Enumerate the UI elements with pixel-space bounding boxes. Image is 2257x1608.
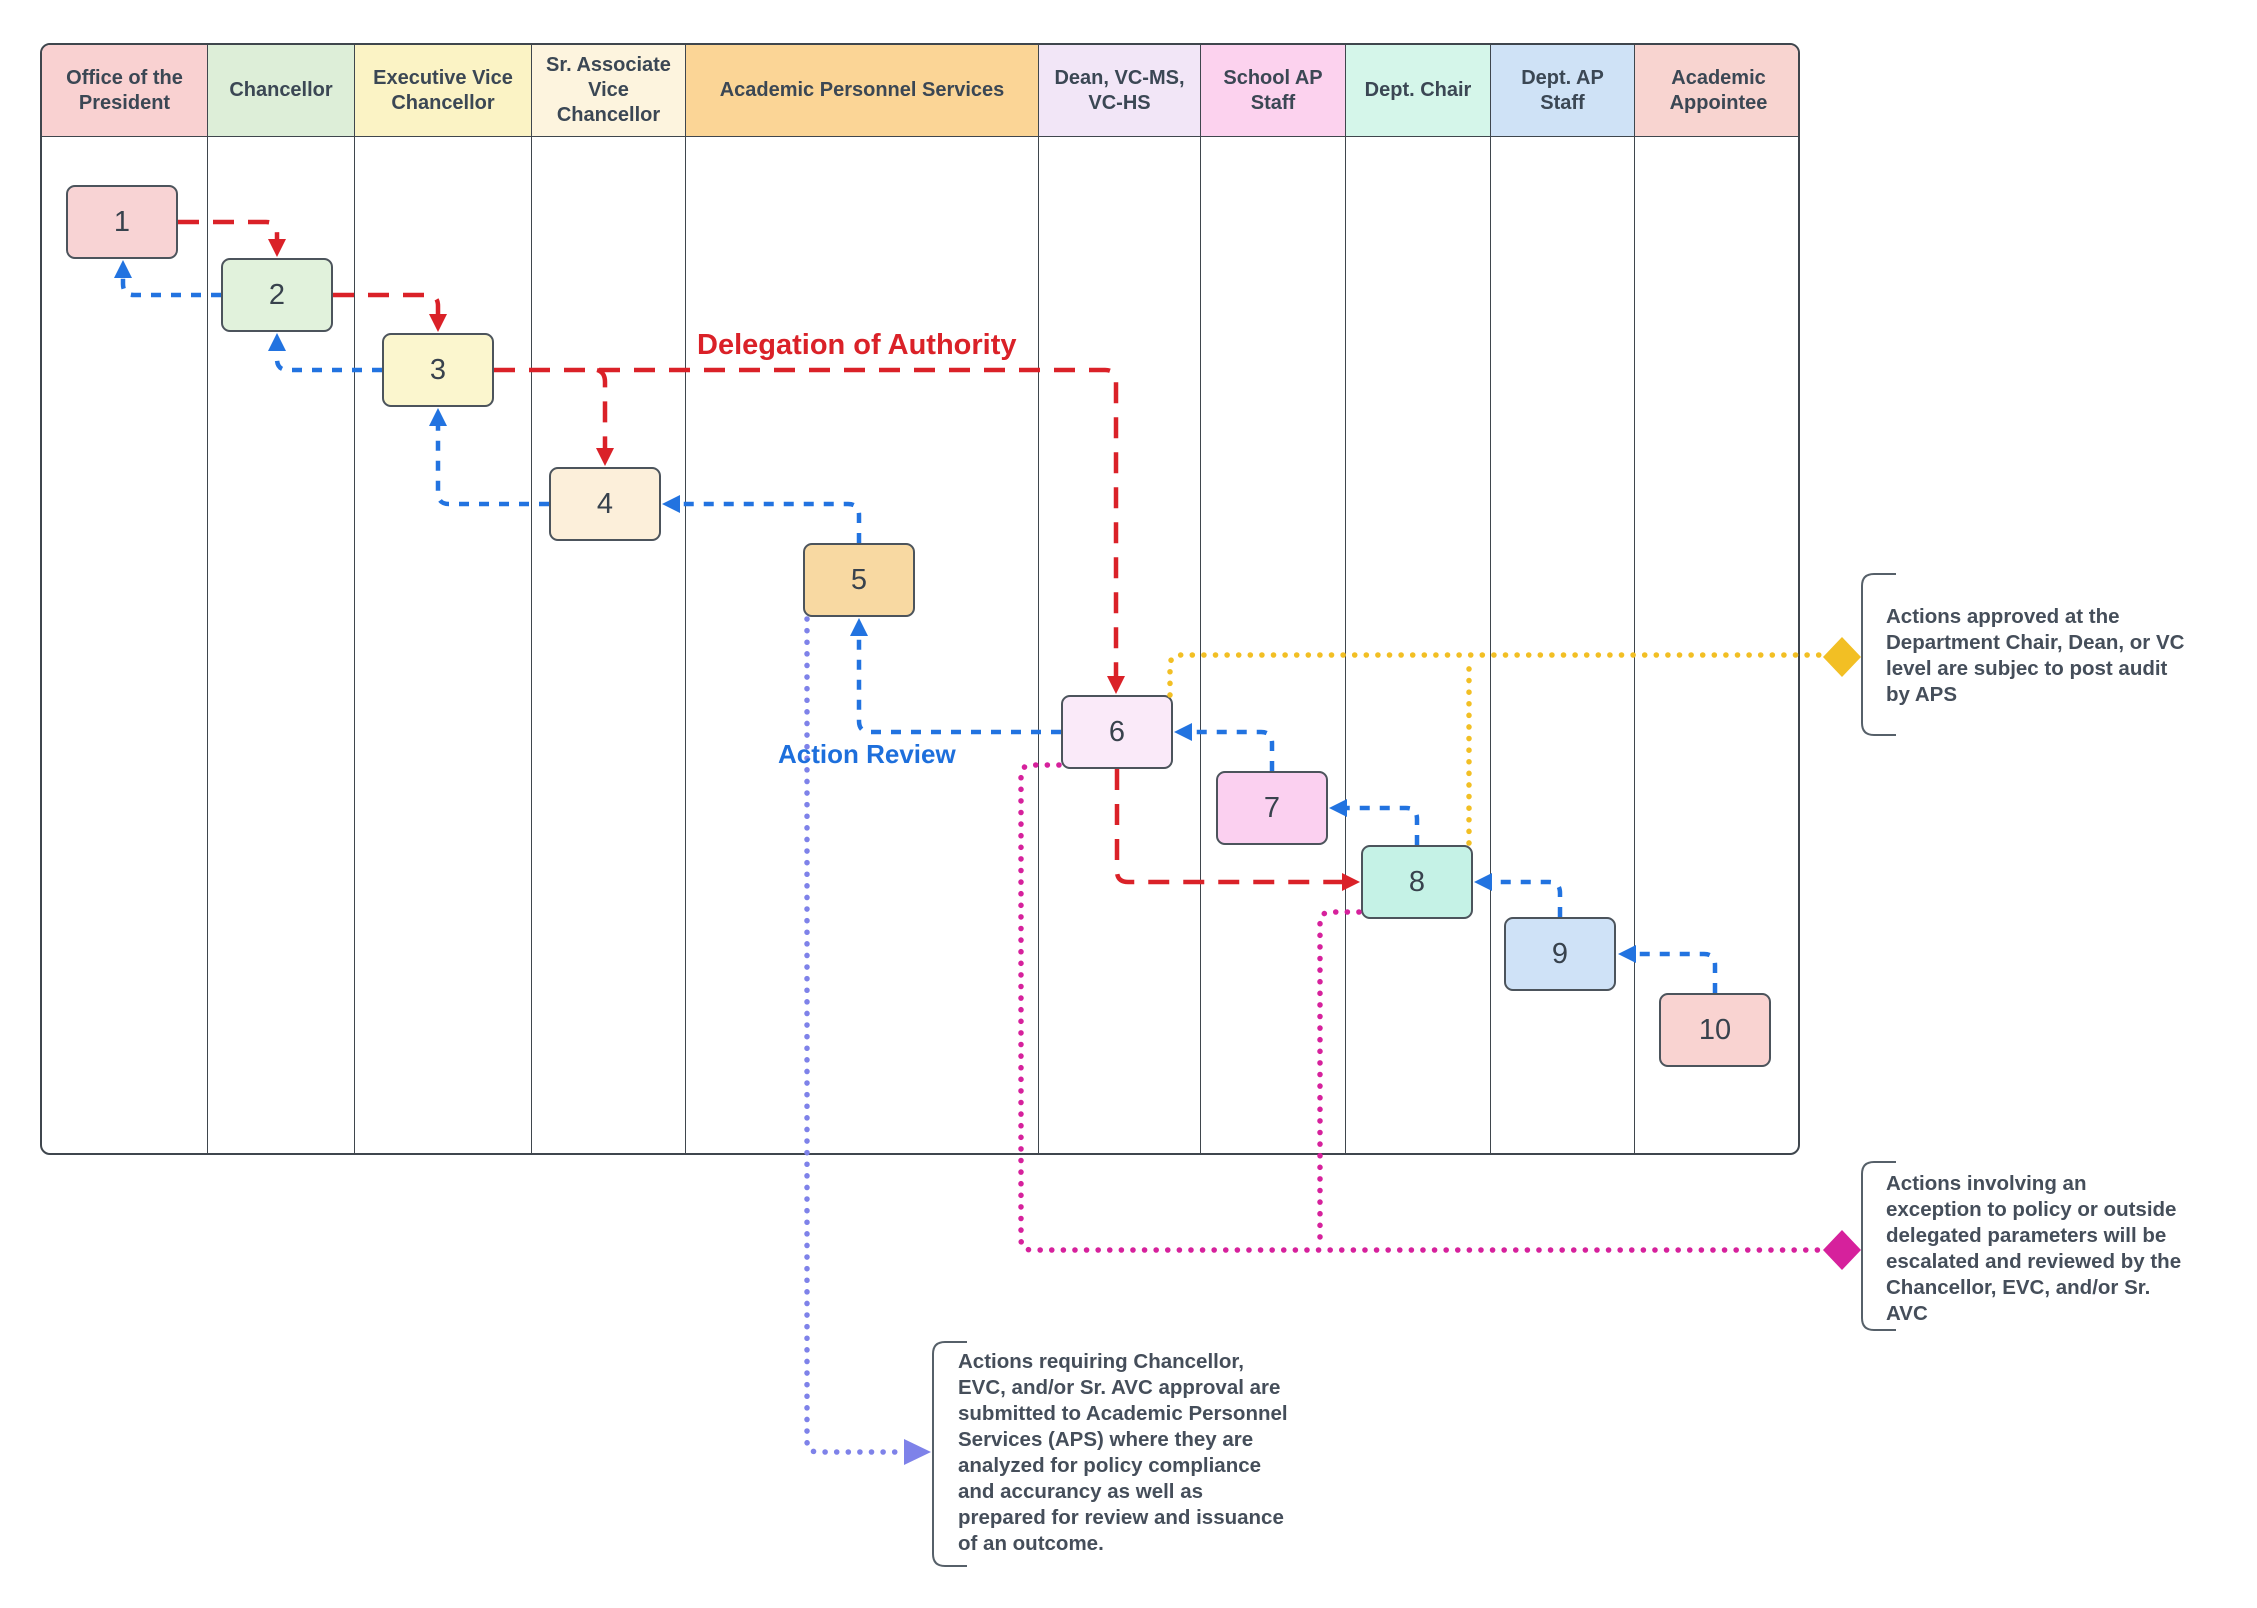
delegation-of-authority-label: Delegation of Authority — [697, 329, 1017, 361]
lane-header-office-president: Office of the President — [42, 45, 207, 137]
lane-header-dean-vcms-vchs: Dean, VC-MS, VC-HS — [1039, 45, 1200, 137]
step-box-4: 4 — [549, 467, 661, 541]
step-box-6: 6 — [1061, 695, 1173, 769]
step-box-7: 7 — [1216, 771, 1328, 845]
lane-dean-vcms-vchs: Dean, VC-MS, VC-HS — [1039, 45, 1201, 1153]
lane-header-sr-associate-vice-chancellor: Sr. Associate Vice Chancellor — [532, 45, 685, 137]
action-review-label: Action Review — [778, 739, 956, 769]
step-box-8: 8 — [1361, 845, 1473, 919]
step-box-9: 9 — [1504, 917, 1616, 991]
step-box-3: 3 — [382, 333, 494, 407]
lane-header-academic-appointee: Academic Appointee — [1635, 45, 1798, 137]
aps-review-annotation-text: Actions requiring Chancellor, EVC, and/o… — [958, 1350, 1288, 1555]
lane-office-president: Office of the President — [42, 45, 208, 1153]
escalation-annotation-text: Actions involving an exception to policy… — [1886, 1172, 2182, 1325]
lane-header-academic-personnel-services: Academic Personnel Services — [686, 45, 1038, 137]
lane-sr-associate-vice-chancellor: Sr. Associate Vice Chancellor — [532, 45, 686, 1153]
step-box-2: 2 — [221, 258, 333, 332]
lane-dept-ap-staff: Dept. AP Staff — [1491, 45, 1635, 1153]
step-box-10: 10 — [1659, 993, 1771, 1067]
swimlane-table: Office of the President Chancellor Execu… — [40, 43, 1800, 1155]
lane-chancellor: Chancellor — [208, 45, 355, 1153]
lane-academic-appointee: Academic Appointee — [1635, 45, 1798, 1153]
lane-executive-vice-chancellor: Executive Vice Chancellor — [355, 45, 532, 1153]
step-box-5: 5 — [803, 543, 915, 617]
lane-header-school-ap-staff: School AP Staff — [1201, 45, 1345, 137]
lane-header-dept-chair: Dept. Chair — [1346, 45, 1490, 137]
lane-dept-chair: Dept. Chair — [1346, 45, 1491, 1153]
lane-school-ap-staff: School AP Staff — [1201, 45, 1346, 1153]
lane-header-dept-ap-staff: Dept. AP Staff — [1491, 45, 1634, 137]
escalation-diamond-icon — [1823, 1230, 1861, 1270]
lane-header-chancellor: Chancellor — [208, 45, 354, 137]
lane-header-executive-vice-chancellor: Executive Vice Chancellor — [355, 45, 531, 137]
post-audit-annotation-text: Actions approved at the Department Chair… — [1886, 605, 2185, 706]
aps-review-arrowhead-icon — [904, 1439, 931, 1465]
step-box-1: 1 — [66, 185, 178, 259]
post-audit-diamond-icon — [1823, 637, 1861, 677]
